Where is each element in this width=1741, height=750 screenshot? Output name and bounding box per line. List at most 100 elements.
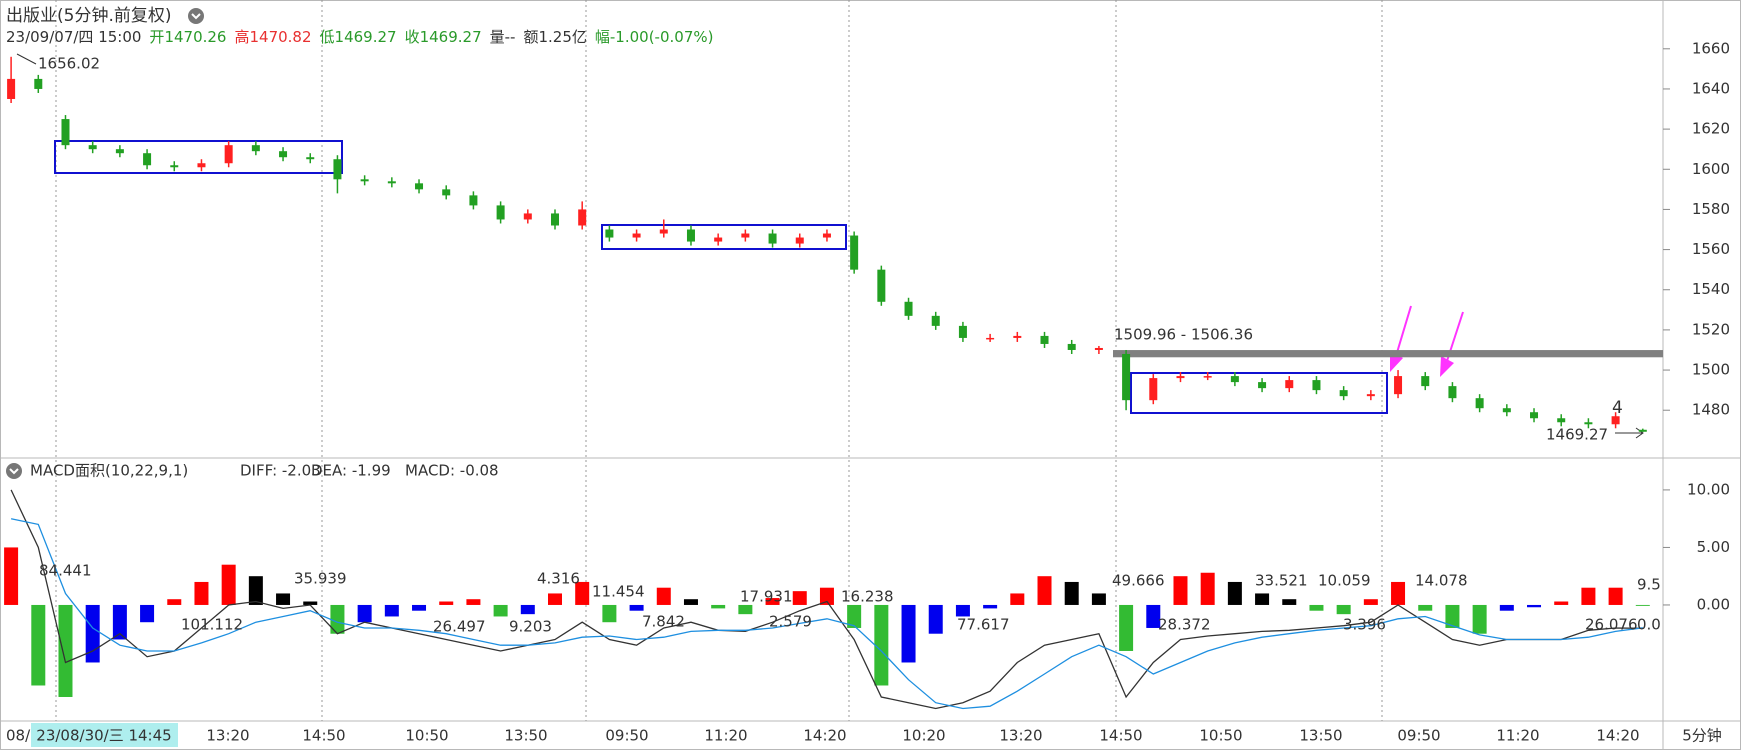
macd-bar xyxy=(1173,576,1188,605)
macd-bar xyxy=(1037,576,1052,605)
candle-body xyxy=(741,233,750,238)
candle-body xyxy=(795,237,804,244)
candle-body xyxy=(1339,390,1348,397)
area-label: 7.842 xyxy=(642,613,685,631)
area-label: 11.454 xyxy=(592,583,645,601)
candle-body xyxy=(904,301,913,316)
candle-body xyxy=(333,159,342,180)
macd-bar xyxy=(194,581,209,605)
candle-body xyxy=(1638,429,1647,432)
area-label: 26.076 xyxy=(1585,616,1638,634)
macd-bar xyxy=(140,604,155,623)
macd-bar xyxy=(1336,604,1351,615)
x-tick-label: 13:20 xyxy=(999,727,1042,745)
quote-label: 开 xyxy=(149,28,164,46)
quote-value: 1469.27 xyxy=(335,28,397,46)
collapse-button[interactable] xyxy=(6,463,22,479)
macd-bar xyxy=(1581,587,1596,605)
quote-value: 1.25亿 xyxy=(538,28,586,46)
period-label[interactable]: 5分钟 xyxy=(1682,727,1722,745)
candle-body xyxy=(1421,376,1430,387)
candle-body xyxy=(197,163,206,168)
area-label: 101.112 xyxy=(181,616,243,634)
legend-entry: DIFF: -2.03 xyxy=(240,462,321,480)
candle-body xyxy=(850,235,859,270)
macd-bar xyxy=(1608,587,1623,605)
x-tick-label: 14:20 xyxy=(803,727,846,745)
macd-bar xyxy=(629,604,644,611)
collapse-button[interactable] xyxy=(188,8,204,24)
candle-body xyxy=(578,209,587,226)
macd-bar xyxy=(439,601,454,605)
area-label: 35.939 xyxy=(294,570,347,588)
macd-bar xyxy=(765,598,780,605)
x-tick-label: 13:50 xyxy=(504,727,547,745)
candle-body xyxy=(496,205,505,220)
quote-label: 23/09/07/四 15:00 xyxy=(6,28,141,46)
candle-body xyxy=(34,78,43,89)
high-label: 1656.02 xyxy=(38,55,100,73)
candle-body xyxy=(442,189,451,196)
x-tick-label: 10:50 xyxy=(1199,727,1242,745)
candle-body xyxy=(1475,398,1484,409)
macd-bar xyxy=(983,604,998,609)
macd-bar xyxy=(1554,601,1569,605)
area-label: 26.497 xyxy=(433,618,486,636)
x-tick-label: 09:50 xyxy=(605,727,648,745)
candle-body xyxy=(1366,394,1375,397)
macd-bar xyxy=(1091,593,1106,605)
x-tick-label: 11:20 xyxy=(1496,727,1539,745)
candle-body xyxy=(143,153,152,166)
candle-body xyxy=(931,315,940,326)
area-label: 84.441 xyxy=(39,562,92,580)
quote-label: 低 xyxy=(320,28,335,46)
y-tick-label: 1500 xyxy=(1692,361,1730,379)
macd-bar xyxy=(276,593,291,605)
candle-body xyxy=(1584,422,1593,425)
macd-bar xyxy=(901,604,916,663)
area-label: 0.0 xyxy=(1637,616,1661,634)
macd-bar xyxy=(520,604,535,615)
quote-label: 收 xyxy=(405,28,420,46)
y-tick-label: 1540 xyxy=(1692,280,1730,298)
x-tick-label: 11:20 xyxy=(704,727,747,745)
macd-bar xyxy=(221,564,236,605)
candle-body xyxy=(1285,380,1294,389)
candle-body xyxy=(360,179,369,182)
candle-body xyxy=(523,213,532,220)
macd-bar xyxy=(1527,604,1542,608)
macd-bar xyxy=(792,591,807,605)
macd-bar xyxy=(1282,599,1297,605)
area-label: 2.579 xyxy=(769,613,812,631)
quote-label: 幅 xyxy=(595,28,610,46)
mark-label: 4 xyxy=(1612,398,1623,418)
candle-body xyxy=(686,229,695,242)
x-tick-label: 13:20 xyxy=(206,727,249,745)
level-band xyxy=(1113,350,1663,358)
macd-bar xyxy=(575,581,590,605)
candle-body xyxy=(822,233,831,238)
candle-body xyxy=(251,145,260,152)
candle-body xyxy=(986,337,995,340)
macd-bar xyxy=(412,604,427,611)
macd-bar xyxy=(1146,604,1161,628)
macd-bar xyxy=(493,604,508,617)
x-tick-label: 14:50 xyxy=(1099,727,1142,745)
level-label: 1509.96 - 1506.36 xyxy=(1114,326,1253,344)
candle-body xyxy=(1149,378,1158,401)
candle-body xyxy=(61,119,70,146)
area-label: 14.078 xyxy=(1415,572,1468,590)
macd-bar xyxy=(167,599,182,605)
area-label: 10.059 xyxy=(1318,572,1371,590)
macd-bar xyxy=(738,604,753,615)
quote-value: 1470.26 xyxy=(164,28,226,46)
range-box xyxy=(1130,372,1388,414)
cursor-box xyxy=(31,723,178,747)
candle-body xyxy=(958,325,967,338)
macd-bar xyxy=(357,604,372,623)
candle-body xyxy=(1557,418,1566,423)
area-label: 4.316 xyxy=(537,570,580,588)
legend-entry: MACD: -0.08 xyxy=(405,462,499,480)
candle-body xyxy=(1094,347,1103,350)
macd-bar xyxy=(819,587,834,605)
